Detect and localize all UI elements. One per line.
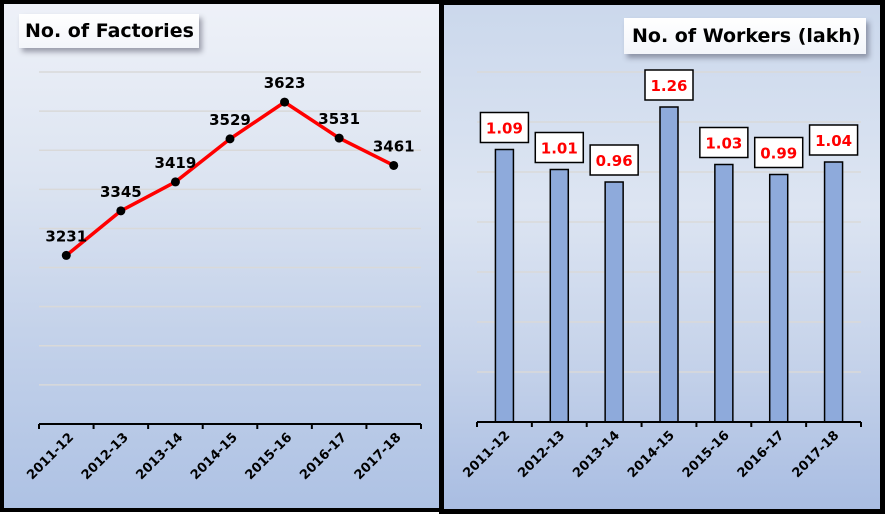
data-label: 3623 bbox=[264, 74, 306, 92]
data-point-marker bbox=[225, 134, 235, 144]
data-label-box bbox=[753, 136, 804, 169]
data-label-box bbox=[808, 124, 859, 156]
data-label-box bbox=[644, 69, 694, 101]
data-label: 3461 bbox=[373, 137, 415, 155]
data-point-marker bbox=[334, 133, 344, 143]
data-label-box bbox=[589, 144, 639, 176]
factories-x-axis bbox=[38, 423, 422, 429]
bar bbox=[768, 173, 789, 423]
data-label: 3231 bbox=[45, 227, 87, 245]
data-point-marker bbox=[170, 177, 180, 187]
x-tick-label: 2013-14 bbox=[570, 428, 623, 481]
data-label-box bbox=[534, 131, 585, 164]
data-label: 1.09 bbox=[486, 120, 523, 138]
workers-bar-series: 1.09 1.01 0.96 1.26 1.03 0.99 1.04 bbox=[479, 69, 859, 423]
data-point-marker bbox=[116, 206, 126, 216]
data-point-marker bbox=[280, 97, 290, 107]
data-label: 0.99 bbox=[760, 145, 797, 163]
factories-line-series: 3231 3345 3419 3529 3623 3531 3461 bbox=[45, 74, 415, 260]
data-point-marker bbox=[389, 160, 399, 170]
bar bbox=[604, 181, 624, 423]
factories-gridlines bbox=[39, 71, 421, 386]
bar bbox=[494, 148, 515, 423]
x-tick-label: 2016-17 bbox=[735, 428, 788, 481]
bar bbox=[823, 161, 844, 423]
data-label: 1.01 bbox=[541, 140, 578, 158]
factories-chart-title: No. of Factories bbox=[19, 14, 199, 48]
data-label: 3531 bbox=[318, 110, 360, 128]
x-tick-label: 2017-18 bbox=[790, 428, 843, 481]
factories-chart-panel: No. of Factories bbox=[0, 0, 442, 512]
x-tick-label: 2014-15 bbox=[625, 428, 678, 481]
bar bbox=[714, 163, 734, 423]
data-label: 0.96 bbox=[596, 152, 633, 170]
data-label: 1.03 bbox=[705, 135, 742, 153]
data-label-box bbox=[699, 126, 749, 159]
data-label: 3419 bbox=[155, 154, 197, 172]
x-tick-label: 2015-16 bbox=[680, 428, 733, 481]
x-tick-label: 2011-12 bbox=[460, 428, 513, 481]
bar bbox=[549, 168, 570, 423]
data-label: 3529 bbox=[209, 111, 251, 129]
x-tick-label: 2012-13 bbox=[515, 428, 568, 481]
data-point-marker bbox=[61, 250, 71, 260]
workers-x-axis bbox=[476, 421, 862, 427]
workers-x-tick-labels: 2011-12 2012-13 2013-14 2014-15 2015-16 2016-… bbox=[460, 428, 842, 481]
data-label: 1.26 bbox=[650, 77, 687, 95]
workers-chart-title: No. of Workers (lakh) bbox=[624, 18, 866, 54]
data-label-box bbox=[479, 111, 530, 144]
data-label: 3345 bbox=[100, 183, 142, 201]
data-label: 1.04 bbox=[815, 132, 852, 150]
bar bbox=[659, 106, 679, 423]
